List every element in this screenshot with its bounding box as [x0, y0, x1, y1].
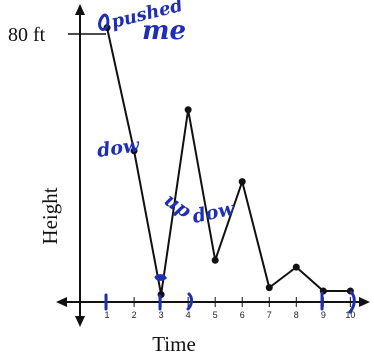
height-point-5 [211, 256, 219, 264]
x-axis-title: Time [152, 332, 196, 356]
x-tick-label-6: 6 [240, 310, 245, 320]
y-axis-title: Height [38, 187, 62, 244]
y-axis-arrow-bottom [75, 316, 85, 327]
y-axis-arrow-top [75, 4, 85, 15]
height-series-line [106, 27, 351, 296]
height-point-8 [292, 263, 300, 271]
hand-tick-mark-4 [186, 292, 193, 311]
height-point-6 [238, 178, 246, 186]
hand-tick-mark-10 [348, 290, 356, 314]
y-tick-label-80: 80 ft [8, 24, 46, 46]
hand-bracket-mark [98, 13, 110, 31]
height-point-2 [130, 147, 138, 155]
series-layer [103, 24, 354, 298]
x-tick-label-9: 9 [321, 310, 326, 320]
x-tick-label-7: 7 [267, 310, 272, 320]
x-tick-label-1: 1 [105, 310, 110, 320]
x-tick-label-2: 2 [132, 310, 137, 320]
x-tick-label-10: 10 [345, 310, 355, 320]
x-axis-arrow-right [359, 297, 370, 307]
handwritten-annotations: pushed me dow up dow [96, 0, 356, 314]
height-point-4 [184, 106, 192, 114]
annotation-down-2: dow [190, 197, 237, 227]
height-point-7 [265, 284, 273, 292]
x-tick-label-4: 4 [186, 310, 191, 320]
hand-valley-dot [154, 274, 167, 281]
axes [56, 4, 370, 327]
x-tick-label-3: 3 [159, 310, 164, 320]
annotation-me: me [142, 16, 186, 46]
x-axis-arrow-left [56, 297, 67, 307]
x-tick-label-5: 5 [213, 310, 218, 320]
x-tick-labels: 1 2 3 4 5 6 7 8 9 10 [105, 310, 356, 320]
x-tick-label-8: 8 [294, 310, 299, 320]
